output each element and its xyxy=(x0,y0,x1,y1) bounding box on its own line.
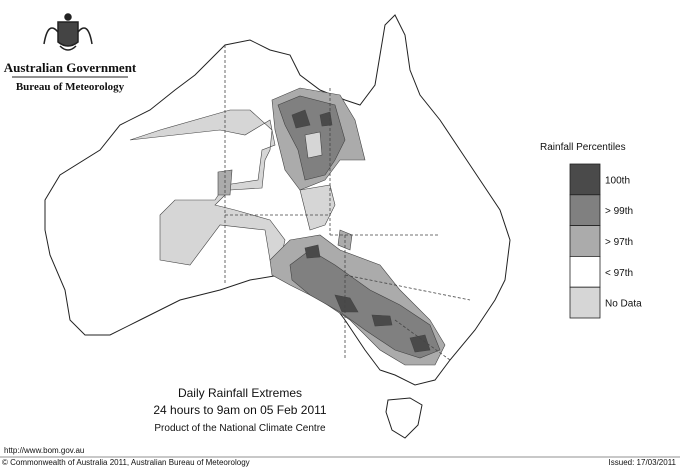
footer-copyright: © Commonwealth of Australia 2011, Austra… xyxy=(2,458,250,467)
legend-swatch xyxy=(569,194,601,227)
legend-swatch xyxy=(569,225,601,257)
above-99-region xyxy=(289,249,441,359)
legend-label: > 99th xyxy=(605,206,633,217)
crest xyxy=(43,13,93,51)
legend-label: No Data xyxy=(605,299,642,310)
footer-url: http://www.bom.gov.au xyxy=(4,446,84,455)
extreme-region xyxy=(319,111,333,127)
legend-label: < 97th xyxy=(605,268,633,279)
no-data-hole xyxy=(304,131,323,159)
caption-subtitle: 24 hours to 9am on 05 Feb 2011 xyxy=(153,403,327,417)
dept-name: Bureau of Meteorology xyxy=(16,81,125,93)
footer-issued: Issued: 17/03/2011 xyxy=(609,458,677,467)
extreme-region xyxy=(371,314,393,327)
caption-title: Daily Rainfall Extremes xyxy=(178,386,302,400)
legend-swatch xyxy=(569,255,601,288)
caption-credit: Product of the National Climate Centre xyxy=(154,423,326,434)
state-borders xyxy=(224,45,471,361)
legend: 100th > 99th > 97th < 97th No Data xyxy=(569,163,642,319)
legend-label: > 97th xyxy=(605,237,633,248)
extreme-region xyxy=(409,334,431,353)
legend-label: 100th xyxy=(605,175,630,186)
extreme-region xyxy=(304,244,321,259)
legend-swatch xyxy=(569,163,601,196)
no-data-region xyxy=(129,109,286,266)
tasmania xyxy=(385,397,423,439)
extreme-region xyxy=(291,109,311,129)
legend-swatch xyxy=(569,286,601,319)
org-name: Australian Government xyxy=(4,60,137,75)
map xyxy=(44,14,511,439)
legend-title: Rainfall Percentiles xyxy=(540,142,626,153)
